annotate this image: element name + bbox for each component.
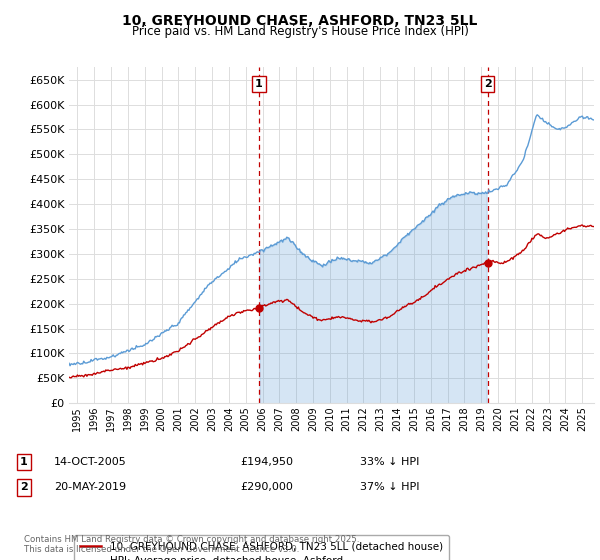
Text: £290,000: £290,000: [240, 482, 293, 492]
Text: 2: 2: [20, 482, 28, 492]
Text: 37% ↓ HPI: 37% ↓ HPI: [360, 482, 419, 492]
Text: 33% ↓ HPI: 33% ↓ HPI: [360, 457, 419, 467]
Text: 1: 1: [255, 79, 263, 89]
Text: Price paid vs. HM Land Registry's House Price Index (HPI): Price paid vs. HM Land Registry's House …: [131, 25, 469, 38]
Text: 10, GREYHOUND CHASE, ASHFORD, TN23 5LL: 10, GREYHOUND CHASE, ASHFORD, TN23 5LL: [122, 14, 478, 28]
Text: 2: 2: [484, 79, 491, 89]
Text: 14-OCT-2005: 14-OCT-2005: [54, 457, 127, 467]
Text: 1: 1: [20, 457, 28, 467]
Text: £194,950: £194,950: [240, 457, 293, 467]
Text: Contains HM Land Registry data © Crown copyright and database right 2025.
This d: Contains HM Land Registry data © Crown c…: [24, 535, 359, 554]
Text: 20-MAY-2019: 20-MAY-2019: [54, 482, 126, 492]
Legend: 10, GREYHOUND CHASE, ASHFORD, TN23 5LL (detached house), HPI: Average price, det: 10, GREYHOUND CHASE, ASHFORD, TN23 5LL (…: [74, 535, 449, 560]
